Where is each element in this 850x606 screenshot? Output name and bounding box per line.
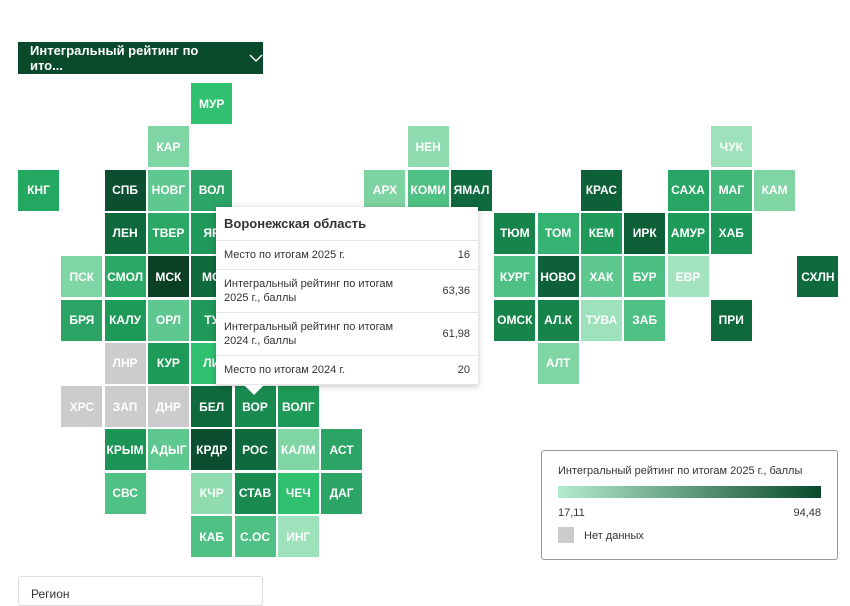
region-tile[interactable]: ПРИ <box>710 299 752 341</box>
region-tile[interactable]: ТОМ <box>537 212 579 254</box>
legend: Интегральный рейтинг по итогам 2025 г., … <box>541 450 838 560</box>
legend-title: Интегральный рейтинг по итогам 2025 г., … <box>558 465 803 477</box>
tooltip-row-value: 61,98 <box>442 328 470 340</box>
region-tile[interactable]: ТВЕР <box>147 212 189 254</box>
region-tile[interactable]: ЯМАЛ <box>451 169 492 211</box>
tooltip-row-value: 20 <box>457 364 470 376</box>
indicator-dropdown[interactable]: Интегральный рейтинг по ито... <box>18 42 263 74</box>
tooltip-row-label: Место по итогам 2024 г. <box>224 364 346 376</box>
tooltip-row: Интегральный рейтинг по итогам 2024 г., … <box>216 313 478 356</box>
region-tile[interactable]: МУР <box>191 83 233 124</box>
region-tile[interactable]: МАГ <box>710 169 752 211</box>
region-tile[interactable]: ЧУК <box>710 126 752 168</box>
region-tile[interactable]: САХА <box>667 169 709 211</box>
region-tile[interactable]: КОМИ <box>407 169 449 211</box>
region-tile[interactable]: АЛТ <box>537 342 579 384</box>
region-tile[interactable]: ДАГ <box>321 472 363 514</box>
region-tile[interactable]: ИРК <box>624 212 666 254</box>
tooltip-row-label: Место по итогам 2025 г. <box>224 249 346 261</box>
no-data-swatch <box>558 527 574 543</box>
region-tile[interactable]: СМОЛ <box>104 256 146 298</box>
region-tile[interactable]: ВОЛ <box>191 169 233 211</box>
tooltip: Воронежская область Место по итогам 2025… <box>216 207 478 395</box>
region-tile[interactable]: ЗАП <box>104 386 146 428</box>
tooltip-row: Место по итогам 2025 г. 16 <box>216 241 478 270</box>
region-tile[interactable]: С.ОС <box>234 516 276 557</box>
region-tile[interactable]: КРЫМ <box>104 429 146 471</box>
no-data-label: Нет данных <box>584 530 644 542</box>
tooltip-row-label: Интегральный рейтинг по итогам 2024 г., … <box>224 321 394 347</box>
region-tile[interactable]: КАЛМ <box>277 429 319 471</box>
region-tile[interactable]: МСК <box>147 256 189 298</box>
region-tile[interactable]: БЕЛ <box>191 386 233 428</box>
region-tile[interactable]: ХРС <box>61 386 103 428</box>
region-tile[interactable]: ЕВР <box>667 256 709 298</box>
region-tile[interactable]: КНГ <box>18 169 59 211</box>
region-tile[interactable]: КУР <box>147 342 189 384</box>
region-tile[interactable]: СХЛН <box>797 256 839 298</box>
region-tile[interactable]: НОВГ <box>147 169 189 211</box>
region-tile[interactable]: АСТ <box>321 429 363 471</box>
region-tile[interactable]: КАР <box>147 126 189 168</box>
region-tile[interactable]: ТЮМ <box>494 212 536 254</box>
region-tile[interactable]: БРЯ <box>61 299 103 341</box>
region-tile[interactable]: БУР <box>624 256 666 298</box>
region-tile[interactable]: КЧР <box>191 472 233 514</box>
region-tile[interactable]: ЛЕН <box>104 212 146 254</box>
tooltip-row: Место по итогам 2024 г. 20 <box>216 356 478 385</box>
region-tile[interactable]: ДНР <box>147 386 189 428</box>
region-tile[interactable]: ПСК <box>61 256 103 298</box>
region-tile[interactable]: КАЛУ <box>104 299 146 341</box>
region-tile[interactable]: НОВО <box>537 256 579 298</box>
region-tile[interactable]: НЕН <box>407 126 449 168</box>
tooltip-row-label: Интегральный рейтинг по итогам 2025 г., … <box>224 278 394 304</box>
region-tile[interactable]: КЕМ <box>580 212 622 254</box>
region-tile[interactable]: АРХ <box>364 169 406 211</box>
region-tile[interactable]: АДЫГ <box>147 429 189 471</box>
region-tile[interactable]: ЗАБ <box>624 299 666 341</box>
tooltip-row-value: 16 <box>457 249 470 261</box>
region-tile[interactable]: ХАБ <box>710 212 752 254</box>
region-tile[interactable]: ОРЛ <box>147 299 189 341</box>
chevron <box>249 54 263 63</box>
region-tile[interactable]: СВС <box>104 472 146 514</box>
region-select-text: Регион <box>31 587 70 601</box>
region-tile[interactable]: КРАС <box>580 169 622 211</box>
tooltip-row-value: 63,36 <box>442 285 470 297</box>
region-tile[interactable]: ОМСК <box>494 299 536 341</box>
tooltip-rows: Место по итогам 2025 г. 16 Интегральный ре… <box>216 241 478 385</box>
region-tile[interactable]: КУРГ <box>494 256 536 298</box>
region-tile[interactable]: КАБ <box>191 516 233 557</box>
region-tile[interactable]: ИНГ <box>277 516 319 557</box>
region-tile[interactable]: ЧЕЧ <box>277 472 319 514</box>
tooltip-row: Интегральный рейтинг по итогам 2025 г., … <box>216 270 478 313</box>
region-tile[interactable]: ТУВА <box>580 299 622 341</box>
region-tile[interactable]: АМУР <box>667 212 709 254</box>
region-tile[interactable]: КРДР <box>191 429 233 471</box>
region-tile[interactable]: СПБ <box>104 169 146 211</box>
legend-max: 94,48 <box>793 507 821 519</box>
region-tile[interactable]: КАМ <box>754 169 796 211</box>
region-tile[interactable]: СТАВ <box>234 472 276 514</box>
tooltip-title: Воронежская область <box>216 207 478 241</box>
page: Интегральный рейтинг по ито... МУР КАР НЕН… <box>18 42 839 606</box>
dropdown-text: Интегральный рейтинг по ито... <box>30 43 199 73</box>
legend-gradient <box>558 486 821 498</box>
region-tile[interactable]: ХАК <box>580 256 622 298</box>
region-tile[interactable]: АЛ.К <box>537 299 579 341</box>
tooltip-pointer <box>244 385 264 395</box>
region-select[interactable]: Регион <box>18 576 263 606</box>
legend-min: 17,11 <box>558 507 585 519</box>
region-tile[interactable]: РОС <box>234 429 276 471</box>
region-tile[interactable]: ЛНР <box>104 342 146 384</box>
region-tile[interactable]: ВОЛГ <box>277 386 319 428</box>
